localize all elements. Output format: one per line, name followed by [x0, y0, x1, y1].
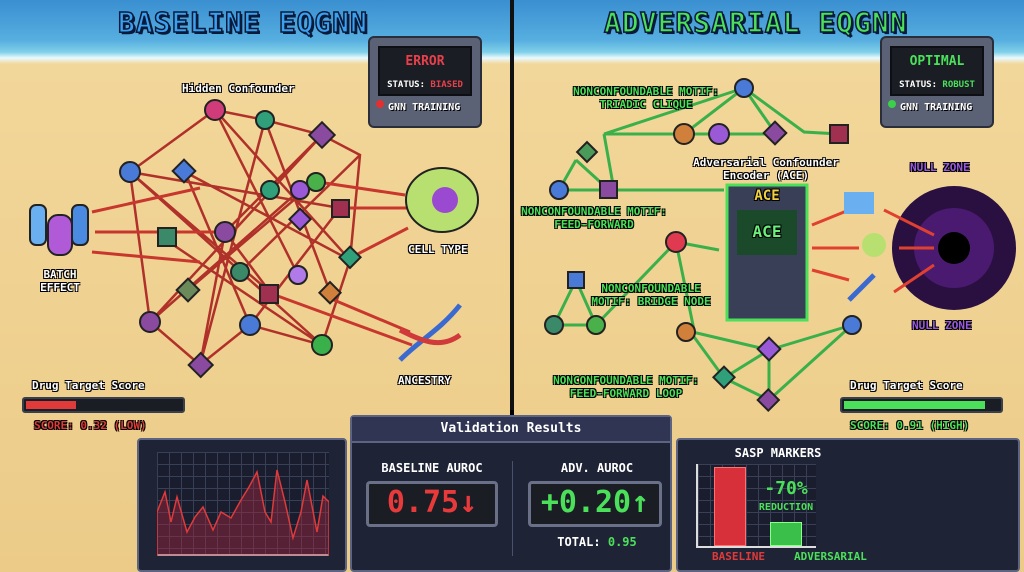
- cell-type-label: CELL TYPE: [408, 243, 468, 256]
- adversarial-title: ADVERSARIAL EQGNN: [603, 5, 908, 40]
- status-value: ROBUST: [942, 80, 975, 90]
- cell-icon: [405, 167, 479, 233]
- baseline-title: BASELINE EQGNN: [117, 5, 369, 40]
- baseline-bar-label: BASELINE: [712, 550, 765, 563]
- divider: [510, 0, 514, 410]
- dna-icon: [398, 303, 462, 362]
- down-arrow-icon: ↓: [459, 485, 478, 520]
- feed-forward-motif-label: NONCONFOUNDABLE MOTIF: FEED-FORWARD: [521, 205, 667, 231]
- arcade-cabinet-icon: [725, 183, 809, 322]
- hidden-confounder-label: Hidden Confounder: [182, 82, 295, 95]
- mini-icons: [844, 192, 886, 302]
- monitor-caption: GNN TRAINING: [900, 102, 973, 113]
- score-text: SCORE: 0.32 (LOW): [34, 419, 147, 432]
- alert-text: ERROR: [405, 54, 445, 69]
- validation-panel: Validation Results BASELINE AUROC 0.75↓ …: [350, 415, 672, 572]
- triadic-motif-label: NONCONFOUNDABLE MOTIF: TRIADIC CLIQUE: [573, 85, 719, 111]
- ancestry-label: ANCESTRY: [398, 374, 451, 387]
- reduction-value: -70%: [764, 478, 808, 499]
- feed-forward-loop-motif-label: NONCONFOUNDABLE MOTIF: FEED-FORWARD LOOP: [553, 374, 699, 400]
- sasp-chart: -70% REDUCTION: [696, 464, 816, 548]
- confounded-network: [29, 99, 479, 379]
- score-bar: [22, 397, 185, 413]
- null-zone-bottom-label: NULL ZONE: [912, 319, 972, 332]
- score-title: Drug Target Score: [32, 379, 145, 392]
- sasp-panel: SASP MARKERS -70% REDUCTION BASELINE ADV…: [676, 438, 1020, 572]
- ace-screen: ACE: [752, 222, 782, 241]
- bridge-node-motif-label: NONCONFOUNDABLE MOTIF: BRIDGE NODE: [591, 282, 711, 308]
- score-title: Drug Target Score: [850, 379, 963, 392]
- total-auroc: TOTAL: 0.95: [557, 535, 637, 549]
- reduction-label: REDUCTION: [758, 502, 814, 513]
- status-value: BIASED: [430, 80, 463, 90]
- adv-auroc-label: ADV. AUROC: [560, 461, 634, 475]
- up-arrow-icon: ↑: [631, 485, 650, 520]
- status-label: STATUS:: [387, 80, 425, 90]
- signal-chart-panel: [137, 438, 347, 572]
- score-bar: [840, 397, 1003, 413]
- score-text: SCORE: 0.91 (HIGH): [850, 419, 970, 432]
- batch-effect-label: BATCH EFFECT: [40, 268, 80, 294]
- alert-text: OPTIMAL: [909, 54, 965, 69]
- joystick-icon: [888, 100, 896, 108]
- ace-marquee: ACE: [754, 188, 780, 204]
- status-monitor: ERROR STATUS: BIASED GNN TRAINING: [368, 36, 482, 128]
- status-monitor: OPTIMAL STATUS: ROBUST GNN TRAINING: [880, 36, 994, 128]
- joystick-icon: [376, 100, 384, 108]
- signal-line: [157, 469, 329, 556]
- monitor-caption: GNN TRAINING: [388, 102, 461, 113]
- robust-network: [544, 78, 1016, 413]
- adversarial-bar-label: ADVERSARIAL: [794, 550, 867, 563]
- baseline-bar: [714, 467, 746, 546]
- adversarial-bar: [770, 522, 802, 546]
- black-hole-icon: [892, 186, 1016, 310]
- null-zone-top-label: NULL ZONE: [910, 161, 970, 174]
- sasp-title: SASP MARKERS: [734, 446, 822, 460]
- ace-label: Adversarial Confounder Encoder (ACE): [693, 156, 839, 182]
- beakers-icon: [29, 204, 89, 256]
- adv-auroc-value: +0.20↑: [528, 481, 662, 527]
- status-label: STATUS:: [899, 80, 937, 90]
- baseline-auroc-label: BASELINE AUROC: [381, 461, 483, 475]
- validation-title: Validation Results: [352, 417, 670, 443]
- signal-chart: [157, 452, 329, 556]
- baseline-auroc-value: 0.75↓: [366, 481, 498, 527]
